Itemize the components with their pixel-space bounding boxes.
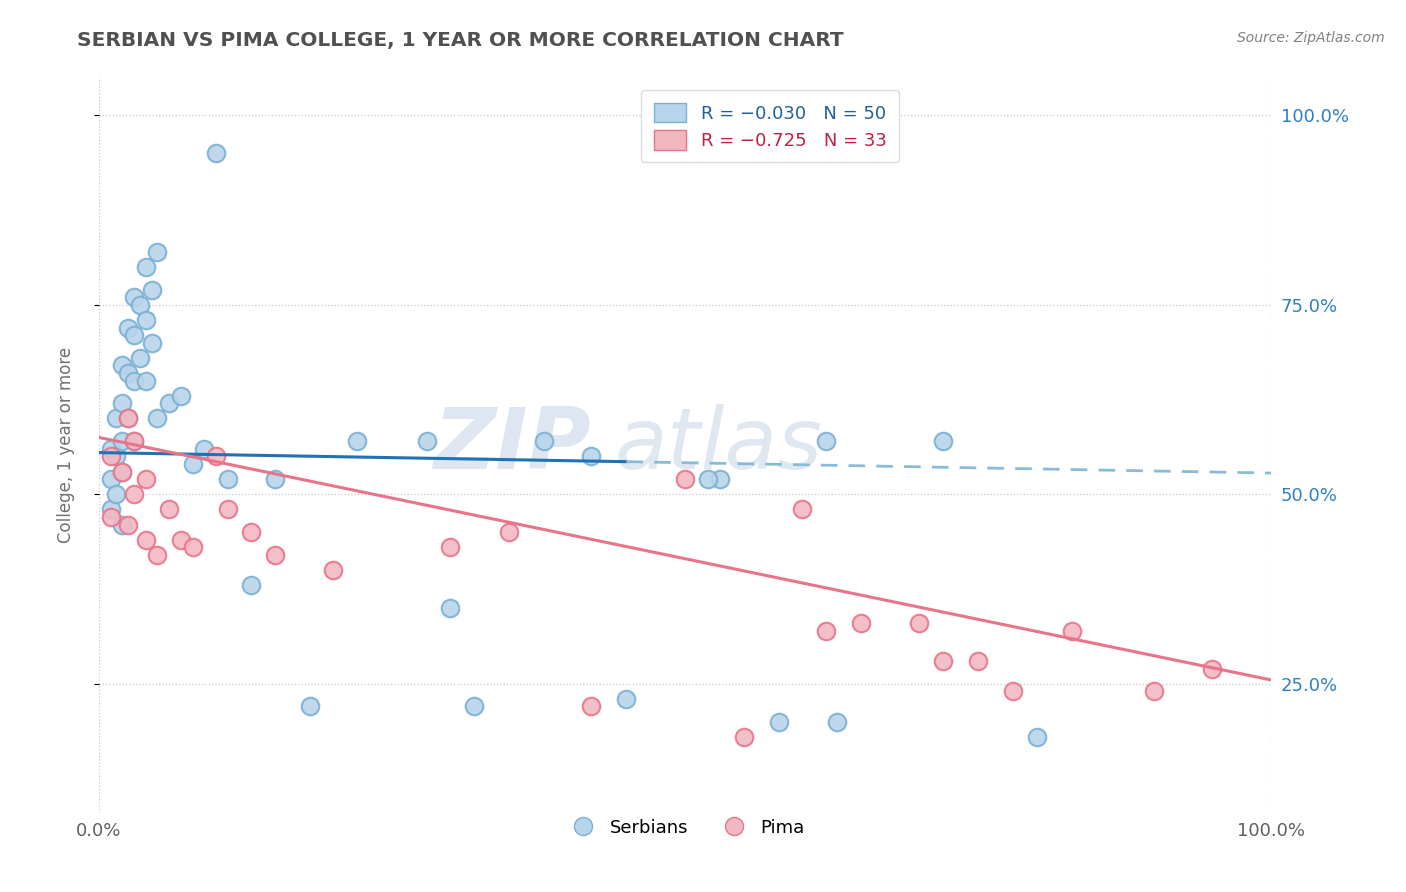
Legend: Serbians, Pima: Serbians, Pima	[558, 812, 813, 844]
Point	[117, 366, 139, 380]
Point	[128, 298, 150, 312]
Point	[498, 525, 520, 540]
Point	[105, 411, 128, 425]
Point	[709, 472, 731, 486]
Point	[181, 541, 204, 555]
Point	[579, 699, 602, 714]
Point	[908, 616, 931, 631]
Point	[932, 654, 955, 668]
Point	[122, 328, 145, 343]
Point	[827, 714, 849, 729]
Point	[157, 396, 180, 410]
Y-axis label: College, 1 year or more: College, 1 year or more	[58, 347, 75, 543]
Text: ZIP: ZIP	[433, 403, 591, 486]
Text: SERBIAN VS PIMA COLLEGE, 1 YEAR OR MORE CORRELATION CHART: SERBIAN VS PIMA COLLEGE, 1 YEAR OR MORE …	[77, 31, 844, 50]
Point	[170, 533, 193, 547]
Point	[614, 692, 637, 706]
Point	[111, 359, 134, 373]
Point	[1143, 684, 1166, 698]
Point	[263, 548, 285, 562]
Point	[135, 374, 157, 388]
Point	[463, 699, 485, 714]
Text: atlas: atlas	[614, 403, 823, 486]
Point	[122, 487, 145, 501]
Point	[1060, 624, 1083, 638]
Point	[128, 351, 150, 365]
Point	[100, 442, 122, 456]
Point	[439, 541, 461, 555]
Point	[111, 465, 134, 479]
Point	[967, 654, 990, 668]
Point	[439, 601, 461, 615]
Point	[322, 563, 344, 577]
Point	[146, 244, 169, 259]
Point	[100, 472, 122, 486]
Point	[122, 290, 145, 304]
Point	[673, 472, 696, 486]
Point	[814, 434, 837, 449]
Point	[141, 335, 163, 350]
Point	[205, 146, 228, 161]
Point	[346, 434, 368, 449]
Point	[814, 624, 837, 638]
Point	[135, 260, 157, 274]
Point	[135, 533, 157, 547]
Point	[170, 389, 193, 403]
Point	[298, 699, 321, 714]
Point	[217, 502, 239, 516]
Point	[1025, 730, 1047, 744]
Point	[932, 434, 955, 449]
Point	[105, 450, 128, 464]
Point	[240, 525, 263, 540]
Text: Source: ZipAtlas.com: Source: ZipAtlas.com	[1237, 31, 1385, 45]
Point	[117, 411, 139, 425]
Point	[1201, 662, 1223, 676]
Point	[146, 548, 169, 562]
Point	[849, 616, 872, 631]
Point	[579, 450, 602, 464]
Point	[217, 472, 239, 486]
Point	[181, 457, 204, 471]
Point	[122, 434, 145, 449]
Point	[135, 472, 157, 486]
Point	[135, 313, 157, 327]
Point	[117, 411, 139, 425]
Point	[141, 283, 163, 297]
Point	[117, 517, 139, 532]
Point	[240, 578, 263, 592]
Point	[205, 450, 228, 464]
Point	[733, 730, 755, 744]
Point	[100, 502, 122, 516]
Point	[111, 396, 134, 410]
Point	[111, 434, 134, 449]
Point	[146, 411, 169, 425]
Point	[416, 434, 439, 449]
Point	[111, 465, 134, 479]
Point	[1002, 684, 1025, 698]
Point	[263, 472, 285, 486]
Point	[100, 450, 122, 464]
Point	[111, 517, 134, 532]
Point	[105, 487, 128, 501]
Point	[122, 374, 145, 388]
Point	[157, 502, 180, 516]
Point	[117, 320, 139, 334]
Point	[100, 510, 122, 524]
Point	[792, 502, 814, 516]
Point	[768, 714, 790, 729]
Point	[193, 442, 215, 456]
Point	[697, 472, 720, 486]
Point	[533, 434, 555, 449]
Point	[122, 434, 145, 449]
